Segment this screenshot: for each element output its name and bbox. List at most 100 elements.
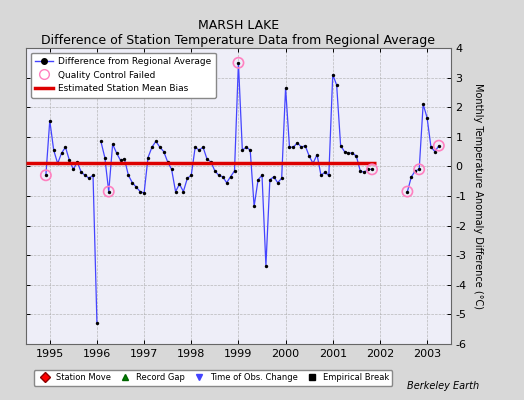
Point [116,157,125,164]
Point [254,176,263,183]
Point [73,159,81,165]
Point [199,144,207,150]
Point [411,168,419,174]
Point [261,262,270,269]
Point [176,181,184,187]
Point [113,150,121,156]
Point [297,144,305,150]
Point [246,147,254,153]
Point [191,144,199,150]
Point [93,320,101,326]
Point [226,174,235,180]
Point [368,166,376,172]
Point [250,203,258,210]
Point [85,175,93,182]
Point [140,190,148,196]
Point [325,172,333,178]
Point [231,168,239,174]
Point [285,144,293,150]
Point [42,172,50,178]
Point [108,141,117,147]
Point [340,148,348,155]
Point [269,174,278,180]
Point [415,166,423,172]
Point [163,159,172,165]
Point [316,172,325,178]
Point [49,147,58,153]
Point [329,72,337,78]
Point [101,154,109,161]
Point [160,148,168,155]
Point [167,166,176,172]
Point [179,188,188,195]
Point [66,157,74,164]
Point [332,82,341,88]
Point [42,172,50,178]
Point [434,142,443,149]
Point [69,166,78,172]
Point [274,180,282,186]
Point [348,150,357,156]
Point [434,142,443,149]
Point [156,144,164,150]
Point [96,138,105,144]
Point [234,60,243,66]
Point [203,156,211,162]
Point [278,175,286,182]
Point [214,172,223,178]
Point [242,144,250,150]
Legend: Station Move, Record Gap, Time of Obs. Change, Empirical Break: Station Move, Record Gap, Time of Obs. C… [34,370,392,386]
Point [258,172,266,178]
Point [360,169,368,176]
Point [423,114,431,121]
Point [266,176,274,183]
Point [364,166,373,172]
Point [187,172,195,178]
Point [293,140,301,146]
Point [368,166,376,172]
Point [104,188,113,195]
Point [124,172,133,178]
Point [46,117,54,124]
Point [144,154,152,161]
Title: MARSH LAKE
Difference of Station Temperature Data from Regional Average: MARSH LAKE Difference of Station Tempera… [41,19,435,47]
Point [128,180,136,186]
Point [136,188,145,195]
Point [183,175,192,182]
Point [77,169,85,176]
Point [234,60,243,66]
Point [171,188,180,195]
Point [356,168,364,174]
Point [415,166,423,172]
Point [301,142,310,149]
Point [219,174,227,180]
Point [419,101,428,108]
Point [207,159,215,165]
Y-axis label: Monthly Temperature Anomaly Difference (°C): Monthly Temperature Anomaly Difference (… [473,83,483,309]
Point [427,144,435,150]
Point [53,160,62,167]
Point [309,160,317,167]
Point [57,150,66,156]
Point [305,153,313,159]
Point [211,168,219,174]
Point [238,147,246,153]
Point [132,184,140,190]
Point [151,138,160,144]
Point [222,180,231,186]
Point [89,172,97,178]
Point [289,144,298,150]
Point [281,85,290,91]
Text: Berkeley Earth: Berkeley Earth [407,381,479,391]
Point [195,147,203,153]
Point [403,188,411,195]
Point [148,144,156,150]
Point [344,150,353,156]
Point [321,169,329,176]
Point [120,156,128,162]
Point [431,148,439,155]
Point [403,188,411,195]
Point [336,142,345,149]
Point [81,172,89,178]
Point [407,174,416,180]
